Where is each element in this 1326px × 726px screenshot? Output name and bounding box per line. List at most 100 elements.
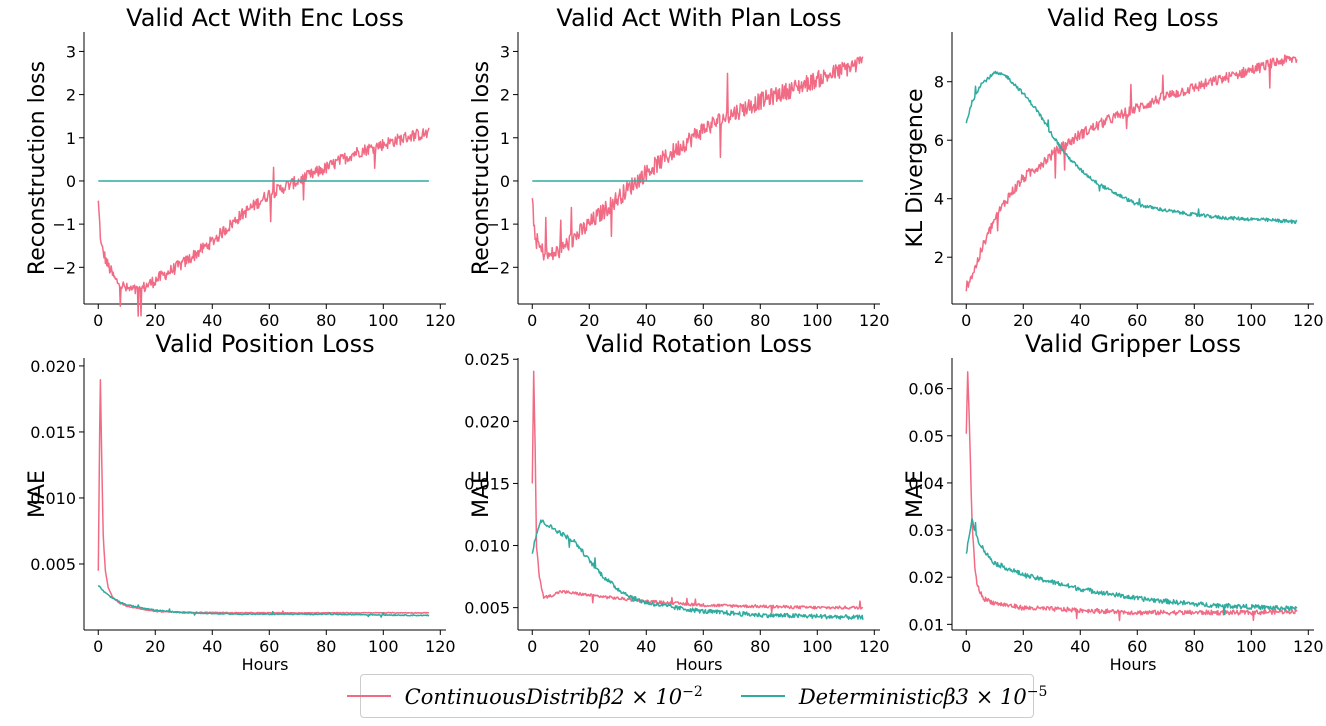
x-tick-label: 0 <box>961 637 971 656</box>
y-tick-label: 0.020 <box>464 412 510 431</box>
x-tick-label: 120 <box>859 311 890 330</box>
x-tick-label: 40 <box>202 311 222 330</box>
x-tick-label: 0 <box>93 637 103 656</box>
y-tick-label: 0.015 <box>464 474 510 493</box>
x-axis-label: Hours <box>1110 655 1157 674</box>
x-axis-label: Hours <box>676 655 723 674</box>
legend-swatch-continuous <box>346 695 391 697</box>
y-tick-label: 2 <box>66 86 76 105</box>
x-tick-label: 0 <box>93 311 103 330</box>
x-tick-label: 100 <box>368 637 399 656</box>
y-tick-label: 0.06 <box>908 380 944 399</box>
chart-5: 0 20 40 60 80 100 120 0.005 0.010 0.015 0.020 0.025… <box>464 330 889 674</box>
series-line-continuous <box>531 56 864 261</box>
x-tick-label: 60 <box>1127 311 1147 330</box>
y-tick-label: 0.005 <box>464 599 510 618</box>
x-tick-label: 100 <box>802 311 833 330</box>
x-tick-label: 60 <box>259 637 279 656</box>
y-tick-label: 0.03 <box>908 521 944 540</box>
chart-title: Valid Rotation Loss <box>586 330 812 358</box>
x-tick-label: 80 <box>316 311 336 330</box>
y-tick-label: 0.015 <box>30 423 76 442</box>
x-tick-label: 20 <box>145 311 165 330</box>
x-tick-label: 20 <box>1013 637 1033 656</box>
chart-title: Valid Gripper Loss <box>1025 330 1241 358</box>
chart-4: 0 20 40 60 80 100 120 0.005 0.010 0.015 0.020 Valid… <box>25 330 456 674</box>
series-line-deterministic <box>97 584 430 618</box>
y-tick-label: −1 <box>486 215 510 234</box>
series-line-continuous <box>97 378 429 616</box>
x-tick-label: 80 <box>1184 311 1204 330</box>
legend-label-continuous: ContinuousDistribβ2 × 10−2 <box>404 683 703 709</box>
y-tick-label: 0 <box>500 172 510 191</box>
chart-title: Valid Position Loss <box>155 330 374 358</box>
y-tick-label: 0.05 <box>908 427 944 446</box>
legend-swatch-deterministic <box>740 695 785 697</box>
x-tick-label: 20 <box>579 637 599 656</box>
chart-3: 0 20 40 60 80 100 120 2 4 6 8 Valid Reg Loss KL Dive… <box>903 4 1324 330</box>
series-line-deterministic <box>965 70 1298 225</box>
y-axis-label: MAE <box>903 470 928 518</box>
x-tick-label: 20 <box>145 637 165 656</box>
y-axis-label: MAE <box>25 470 50 518</box>
y-tick-label: 0.025 <box>464 350 510 369</box>
series-line-continuous <box>531 370 864 614</box>
chart-title: Valid Act With Enc Loss <box>126 4 404 32</box>
chart-title: Valid Reg Loss <box>1047 4 1218 32</box>
x-tick-label: 40 <box>1070 637 1090 656</box>
y-tick-label: 0.01 <box>908 615 944 634</box>
y-tick-label: 0.020 <box>30 357 76 376</box>
y-tick-label: 3 <box>66 42 76 61</box>
y-tick-label: 8 <box>934 73 944 92</box>
x-tick-label: 40 <box>202 637 222 656</box>
x-tick-label: 120 <box>1293 311 1324 330</box>
legend: ContinuousDistribβ2 × 10−2 Deterministic… <box>346 674 1047 718</box>
x-tick-label: 120 <box>425 637 456 656</box>
x-axis-label: Hours <box>242 655 289 674</box>
series-line-deterministic <box>965 517 1298 616</box>
y-axis-label: Reconstruction loss <box>469 61 494 275</box>
x-tick-label: 0 <box>961 311 971 330</box>
x-tick-label: 80 <box>1184 637 1204 656</box>
x-tick-label: 60 <box>693 311 713 330</box>
x-tick-label: 120 <box>425 311 456 330</box>
y-axis-label: MAE <box>469 470 494 518</box>
x-tick-label: 100 <box>368 311 399 330</box>
x-tick-label: 120 <box>859 637 890 656</box>
x-tick-label: 60 <box>693 637 713 656</box>
series-line-continuous <box>97 127 430 317</box>
y-tick-label: 0 <box>66 172 76 191</box>
y-tick-label: −2 <box>52 258 76 277</box>
y-tick-label: −2 <box>486 258 510 277</box>
x-tick-label: 40 <box>1070 311 1090 330</box>
y-tick-label: 1 <box>500 129 510 148</box>
y-tick-label: 0.02 <box>908 568 944 587</box>
legend-item-deterministic: Deterministicβ3 × 10−5 <box>740 683 1048 709</box>
chart-2: 0 20 40 60 80 100 120 −2 −1 0 1 2 3 Valid Act With Pl… <box>469 4 890 330</box>
y-tick-label: 3 <box>500 42 510 61</box>
chart-1: 0 20 40 60 80 100 120 −2 −1 0 1 2 3 Valid Act With En… <box>25 4 456 330</box>
legend-label-deterministic: Deterministicβ3 × 10−5 <box>798 683 1048 709</box>
x-tick-label: 60 <box>1127 637 1147 656</box>
y-axis-label: Reconstruction loss <box>25 61 50 275</box>
series-line-deterministic <box>531 519 864 620</box>
y-tick-label: 2 <box>934 248 944 267</box>
series-line-continuous <box>965 371 1298 622</box>
x-tick-label: 20 <box>1013 311 1033 330</box>
x-tick-label: 40 <box>636 637 656 656</box>
x-tick-label: 80 <box>750 637 770 656</box>
x-tick-label: 60 <box>259 311 279 330</box>
x-tick-label: 100 <box>802 637 833 656</box>
y-tick-label: 0.010 <box>30 489 76 508</box>
x-tick-label: 80 <box>750 311 770 330</box>
chart-title: Valid Act With Plan Loss <box>556 4 841 32</box>
y-tick-label: 0.010 <box>464 537 510 556</box>
series-line-continuous <box>965 54 1298 292</box>
y-axis-label: KL Divergence <box>903 88 928 247</box>
x-tick-label: 0 <box>527 311 537 330</box>
y-tick-label: 0.04 <box>908 474 944 493</box>
x-tick-label: 80 <box>316 637 336 656</box>
y-tick-label: 2 <box>500 86 510 105</box>
y-tick-label: 6 <box>934 131 944 150</box>
